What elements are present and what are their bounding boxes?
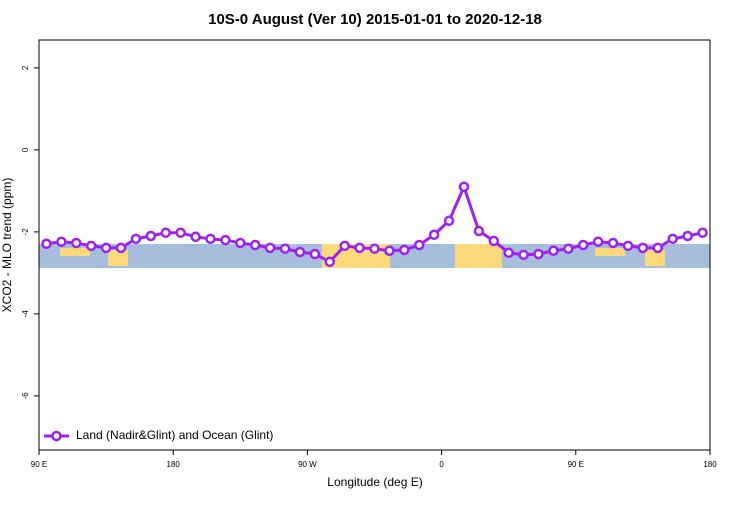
data-point [369, 243, 380, 254]
data-point [399, 244, 410, 256]
x-tick-label: 90 W [298, 460, 317, 469]
data-point [175, 227, 186, 238]
x-tick-label: 180 [703, 460, 717, 469]
data-point [294, 246, 306, 258]
data-point [503, 247, 514, 259]
data-point [56, 236, 67, 247]
legend-label: Land (Nadir&Glint) and Ocean (Glint) [76, 428, 273, 442]
data-point [235, 237, 246, 249]
data-point [443, 215, 455, 227]
plot-frame [38, 39, 711, 451]
x-tick-label: 0 [439, 460, 444, 469]
data-point [384, 245, 395, 256]
data-point [190, 231, 201, 243]
data-point [354, 242, 365, 254]
data-point [652, 242, 664, 254]
legend-marker [51, 430, 62, 442]
data-point [205, 233, 216, 245]
data-point [115, 242, 127, 254]
data-point [71, 237, 82, 249]
y-tick-label: -2 [21, 228, 30, 236]
data-point [130, 233, 142, 245]
data-point [518, 249, 529, 261]
data-point [264, 242, 276, 254]
data-point [578, 239, 589, 251]
x-tick-label: 180 [167, 460, 181, 469]
data-point [667, 233, 678, 245]
data-point [249, 239, 261, 251]
data-point [682, 230, 693, 242]
x-tick-label: 90 E [568, 460, 584, 469]
y-tick-label: -6 [21, 392, 30, 400]
data-point [637, 242, 649, 254]
data-point [473, 225, 485, 237]
data-point [279, 243, 291, 254]
data-point [697, 227, 708, 238]
data-point [413, 239, 425, 251]
data-point [533, 248, 544, 260]
data-point [548, 245, 559, 256]
y-tick-label: 2 [21, 65, 30, 70]
x-tick-label: 90 E [31, 460, 47, 469]
data-point [85, 240, 97, 252]
data-point [488, 235, 500, 247]
data-point [458, 181, 470, 193]
y-tick-label: -4 [21, 310, 30, 318]
data-point [100, 242, 112, 254]
data-point [339, 240, 350, 252]
chart-title: 10S-0 August (Ver 10) 2015-01-01 to 2020… [208, 11, 542, 28]
data-point [592, 236, 604, 247]
data-point [622, 240, 634, 252]
data-point [220, 234, 231, 246]
data-point [145, 230, 157, 242]
data-point [324, 256, 336, 268]
data-point [607, 237, 619, 249]
y-tick-label: 0 [21, 147, 30, 152]
y-axis-label: XCO2 - MLO trend (ppm) [0, 178, 14, 313]
x-axis-label: Longitude (deg E) [327, 475, 422, 489]
data-point [563, 243, 574, 254]
data-point [309, 248, 321, 260]
data-point [428, 229, 440, 240]
data-point [160, 227, 171, 238]
data-point [41, 238, 52, 250]
